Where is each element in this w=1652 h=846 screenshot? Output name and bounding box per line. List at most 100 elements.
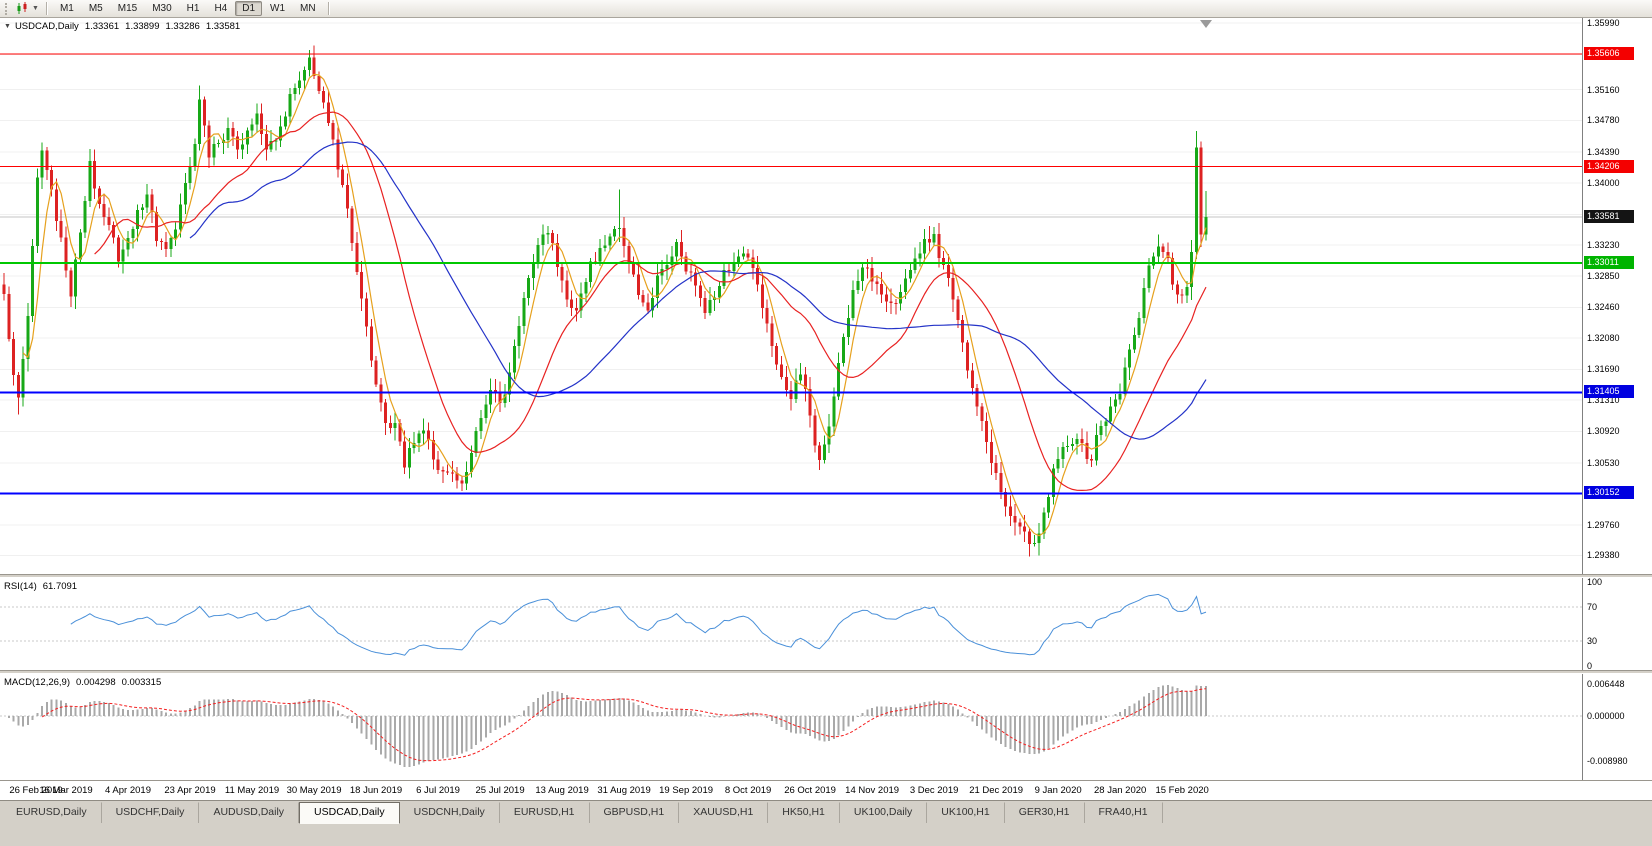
price-axis-label: 1.34000 (1587, 178, 1620, 189)
date-label: 15 Feb 2020 (1155, 785, 1209, 796)
price-axis-label: 1.32460 (1587, 302, 1620, 313)
chart-tab-uk100-daily[interactable]: UK100,Daily (840, 802, 928, 823)
ohlc-high-value: 1.33899 (125, 21, 160, 32)
chart-ohlc-header: ▼ USDCAD,Daily 1.33361 1.33899 1.33286 1.3358… (4, 21, 240, 32)
chart-tab-usdcnh-daily[interactable]: USDCNH,Daily (400, 802, 500, 823)
timeframe-button-w1[interactable]: W1 (263, 1, 292, 16)
macd-indicator-panel[interactable]: MACD(12,26,9) 0.004298 0.003315 0.006448 0.… (0, 674, 1652, 780)
date-label: 23 Apr 2019 (164, 785, 216, 796)
price-axis-label: 1.35160 (1587, 84, 1620, 95)
rsi-axis-label: 0 (1587, 661, 1593, 671)
chart-tab-usdchf-daily[interactable]: USDCHF,Daily (102, 802, 200, 823)
date-label: 3 Dec 2019 (909, 785, 959, 796)
chart-tab-usdcad-daily[interactable]: USDCAD,Daily (299, 802, 400, 824)
price-axis-label: 1.35990 (1587, 17, 1620, 28)
timeframe-button-d1[interactable]: D1 (235, 1, 263, 16)
toolbar-separator (327, 2, 330, 15)
panel-separator[interactable] (0, 670, 1652, 674)
price-level-tag: 1.33011 (1584, 255, 1634, 269)
chart-symbol-label: USDCAD,Daily (14, 21, 79, 32)
macd-axis-label: 0.006448 (1587, 678, 1625, 689)
candlestick-chart-icon (17, 2, 27, 14)
toolbar-separator (45, 2, 48, 15)
price-axis-label: 1.29760 (1587, 519, 1620, 530)
date-label: 18 Jun 2019 (349, 785, 403, 796)
date-label: 19 Sep 2019 (659, 785, 714, 796)
chart-tab-eurusd-daily[interactable]: EURUSD,Daily (2, 802, 102, 823)
price-axis-label: 1.30920 (1587, 426, 1620, 437)
timeframe-button-m30[interactable]: M30 (145, 1, 178, 16)
price-axis-label: 1.31310 (1587, 394, 1620, 405)
price-level-tag: 1.34206 (1584, 159, 1634, 173)
chart-tab-hk50-h1[interactable]: HK50,H1 (768, 802, 840, 823)
rsi-axis-label: 100 (1587, 577, 1603, 587)
ohlc-close-value: 1.33581 (205, 21, 241, 32)
price-level-tag: 1.31405 (1584, 385, 1634, 399)
macd-canvas[interactable] (0, 674, 1652, 780)
price-level-tag: 1.33581 (1584, 209, 1634, 223)
price-axis-label: 1.29380 (1587, 550, 1620, 561)
price-level-tag: 1.35606 (1584, 46, 1634, 60)
price-axis-label: 1.31690 (1587, 364, 1620, 375)
date-label: 26 Feb 2019 (9, 785, 63, 796)
date-label: 9 Jan 2020 (1034, 785, 1082, 796)
price-axis-label: 1.32850 (1587, 270, 1620, 281)
chart-tab-gbpusd-h1[interactable]: GBPUSD,H1 (590, 802, 680, 823)
date-label: 14 Nov 2019 (845, 785, 900, 796)
timeframe-button-h1[interactable]: H1 (180, 1, 207, 16)
price-chart-canvas[interactable] (0, 18, 1652, 574)
chart-tabs-bar: EURUSD,Daily USDCHF,Daily AUDUSD,Daily USDC… (0, 800, 1652, 846)
timeframe-button-m5[interactable]: M5 (82, 1, 110, 16)
dropdown-caret-icon[interactable]: ▼ (32, 5, 39, 12)
date-label: 11 May 2019 (224, 785, 280, 796)
chart-tab-audusd-daily[interactable]: AUDUSD,Daily (199, 802, 300, 823)
chart-tab-eurusd-h1[interactable]: EURUSD,H1 (500, 802, 590, 823)
price-axis-label: 1.30530 (1587, 457, 1620, 468)
ohlc-low-value: 1.33286 (165, 21, 200, 32)
price-axis[interactable]: 1.359901.356001.351601.347801.343901.340… (1584, 18, 1652, 574)
rsi-indicator-panel[interactable]: RSI(14) 61.7091 100 70 30 0 (0, 577, 1652, 671)
chart-type-button[interactable] (14, 1, 32, 16)
price-axis-label: 1.32080 (1587, 332, 1620, 343)
panel-separator[interactable] (0, 574, 1652, 578)
macd-title: MACD(12,26,9) (4, 677, 70, 688)
time-axis[interactable]: 26 Feb 2019 16 Mar 2019 4 Apr 2019 23 Apr 2… (0, 780, 1652, 800)
date-label: 25 Jul 2019 (475, 785, 525, 796)
macd-main-value: 0.004298 (76, 677, 116, 688)
chart-tab-ger30-h1[interactable]: GER30,H1 (1005, 802, 1085, 823)
rsi-axis-label: 70 (1587, 602, 1598, 613)
macd-axis-label: 0.000000 (1587, 711, 1625, 721)
price-chart-panel[interactable]: ▼ USDCAD,Daily 1.33361 1.33899 1.33286 1.3358… (0, 18, 1652, 574)
date-label: 21 Dec 2019 (969, 785, 1024, 796)
price-axis-label: 1.33230 (1587, 240, 1620, 251)
date-label: 26 Oct 2019 (784, 785, 836, 796)
date-label: 31 Aug 2019 (597, 785, 651, 796)
rsi-title: RSI(14) (4, 581, 37, 592)
macd-axis-label: -0.008980 (1587, 755, 1628, 766)
date-label: 4 Apr 2019 (105, 785, 151, 796)
rsi-canvas[interactable] (0, 578, 1652, 670)
rsi-value: 61.7091 (42, 581, 78, 592)
chart-tab-fra40-h1[interactable]: FRA40,H1 (1085, 802, 1163, 823)
date-label: 28 Jan 2020 (1093, 785, 1147, 796)
date-label: 16 Mar 2019 (39, 785, 93, 796)
date-label: 8 Oct 2019 (724, 785, 772, 796)
rsi-axis-label: 30 (1587, 635, 1598, 646)
macd-header: MACD(12,26,9) 0.004298 0.003315 (4, 677, 161, 688)
price-axis-label: 1.34390 (1587, 146, 1620, 157)
rsi-axis[interactable]: 100 70 30 0 (1584, 577, 1652, 671)
date-label: 6 Jul 2019 (416, 785, 460, 796)
timeframe-toolbar: ▼ M1 M5 M15 M30 H1 H4 D1 W1 MN (0, 0, 1652, 18)
expand-arrow-icon[interactable]: ▼ (4, 23, 11, 30)
chart-tab-uk100-h1[interactable]: UK100,H1 (927, 802, 1005, 823)
timeframe-button-m15[interactable]: M15 (111, 1, 144, 16)
date-label: 13 Aug 2019 (535, 785, 589, 796)
timeframe-button-m1[interactable]: M1 (53, 1, 81, 16)
macd-axis[interactable]: 0.006448 0.000000 -0.008980 (1584, 674, 1652, 780)
timeframe-button-mn[interactable]: MN (293, 1, 323, 16)
timeframe-button-h4[interactable]: H4 (207, 1, 234, 16)
chart-tab-xauusd-h1[interactable]: XAUUSD,H1 (679, 802, 769, 823)
toolbar-drag-handle[interactable] (5, 2, 10, 15)
timeframe-button-group: M1 M5 M15 M30 H1 H4 D1 W1 MN (53, 1, 323, 16)
chart-shift-marker (1200, 20, 1212, 28)
